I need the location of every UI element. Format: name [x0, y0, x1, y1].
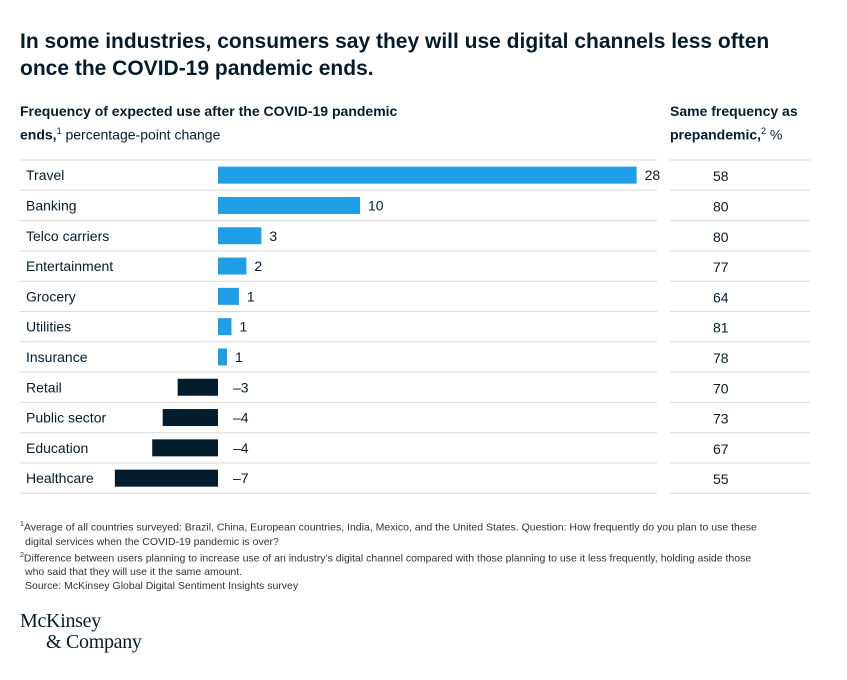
- footnote-1-cont: digital services when the COVID-19 pande…: [25, 535, 279, 548]
- right-header-bold: Same frequency as prepandemic,: [670, 103, 798, 143]
- prepandemic-value-banking: 80: [713, 198, 729, 214]
- category-label-telco-carriers: Telco carriers: [26, 228, 109, 244]
- prepandemic-value-public-sector: 73: [713, 411, 729, 427]
- category-label-retail: Retail: [26, 379, 62, 395]
- value-label-public-sector: –4: [233, 410, 249, 426]
- left-header-bold: Frequency of expected use after the COVI…: [20, 103, 398, 143]
- right-header-footnote-marker: 2: [761, 126, 767, 136]
- category-label-education: Education: [26, 440, 88, 456]
- value-label-banking: 10: [368, 197, 384, 213]
- prepandemic-value-entertainment: 77: [713, 259, 729, 275]
- value-label-entertainment: 2: [254, 258, 262, 274]
- prepandemic-value-education: 67: [713, 441, 729, 457]
- mckinsey-logo: McKinsey & Company: [20, 611, 142, 653]
- bar-telco-carriers: [218, 227, 262, 245]
- right-column-header: Same frequency as prepandemic,2 %: [670, 101, 830, 145]
- value-label-telco-carriers: 3: [269, 228, 277, 244]
- bar-education: [152, 439, 218, 457]
- source-note: Source: McKinsey Global Digital Sentimen…: [25, 580, 299, 592]
- left-column-header: Frequency of expected use after the COVI…: [20, 101, 400, 145]
- bar-grocery: [218, 287, 239, 305]
- left-header-footnote-marker: 1: [56, 126, 62, 136]
- category-label-travel: Travel: [26, 167, 64, 183]
- prepandemic-value-retail: 70: [713, 380, 729, 396]
- bar-travel: [218, 166, 637, 184]
- bar-chart: Travel 28 58 Banking 10 80 Telco carriers 3 80 En…: [20, 159, 810, 494]
- bar-insurance: [218, 348, 227, 366]
- bar-public-sector: [162, 409, 218, 427]
- value-label-insurance: 1: [235, 349, 243, 365]
- footnotes: 1Average of all countries surveyed: Braz…: [20, 518, 810, 593]
- prepandemic-value-telco-carriers: 80: [713, 229, 729, 245]
- prepandemic-value-grocery: 64: [713, 289, 729, 305]
- left-header-unit: percentage-point change: [61, 126, 221, 143]
- value-label-education: –4: [233, 440, 249, 456]
- bar-retail: [177, 378, 218, 396]
- logo-line-1: McKinsey: [20, 610, 101, 632]
- category-label-public-sector: Public sector: [26, 410, 106, 426]
- footnote-1: 1Average of all countries surveyed: Braz…: [20, 521, 757, 534]
- footnote-2-cont: who said that they will use it the same …: [25, 566, 243, 578]
- value-label-healthcare: –7: [233, 470, 249, 486]
- prepandemic-value-travel: 58: [713, 168, 729, 184]
- category-label-entertainment: Entertainment: [26, 258, 113, 274]
- prepandemic-value-insurance: 78: [713, 350, 729, 366]
- logo-line-2: & Company: [46, 631, 142, 653]
- footnote-2: 2Difference between users planning to in…: [20, 551, 752, 565]
- category-label-utilities: Utilities: [26, 319, 71, 335]
- right-header-unit: %: [766, 126, 783, 143]
- category-label-banking: Banking: [26, 197, 77, 213]
- value-label-grocery: 1: [247, 288, 255, 304]
- bar-utilities: [218, 318, 232, 336]
- prepandemic-value-healthcare: 55: [713, 471, 729, 487]
- category-label-grocery: Grocery: [26, 288, 76, 304]
- value-label-retail: –3: [233, 379, 249, 395]
- bar-banking: [218, 196, 361, 214]
- value-label-travel: 28: [645, 167, 661, 183]
- chart-title: In some industries, consumers say they w…: [20, 30, 770, 80]
- bar-healthcare: [114, 469, 218, 487]
- category-label-insurance: Insurance: [26, 349, 88, 365]
- category-label-healthcare: Healthcare: [26, 470, 94, 486]
- bar-entertainment: [218, 257, 247, 275]
- value-label-utilities: 1: [239, 319, 247, 335]
- prepandemic-value-utilities: 81: [713, 320, 729, 336]
